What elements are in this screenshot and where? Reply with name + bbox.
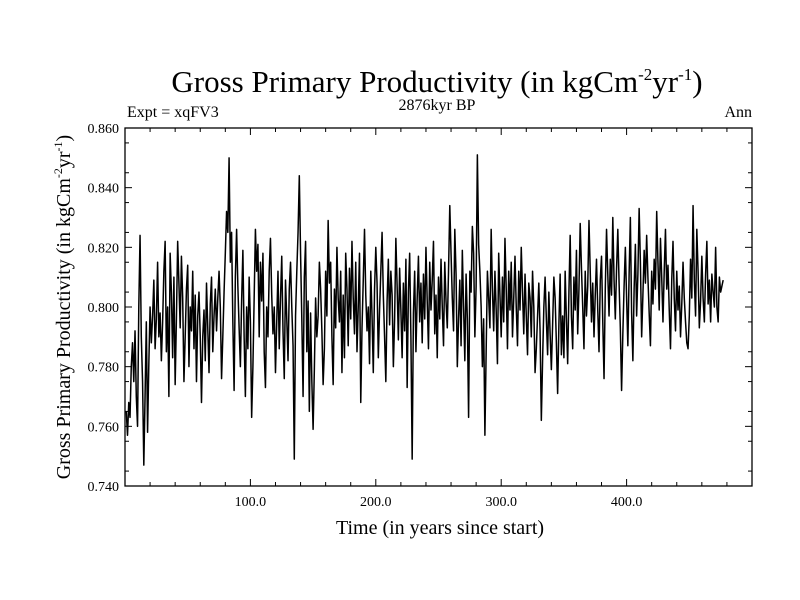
axis-ticks: 0.740 0.760 0.780 0.800 0.820 0.840 0.860 100.0… bbox=[88, 122, 752, 510]
y-axis-label: Gross Primary Productivity (in kgCm-2yr-… bbox=[51, 135, 75, 479]
x-tick-label: 400.0 bbox=[611, 495, 643, 510]
y-tick-label: 0.820 bbox=[88, 241, 120, 256]
x-tick-label: 100.0 bbox=[235, 495, 267, 510]
y-tick-label: 0.840 bbox=[88, 182, 120, 197]
x-tick-label: 200.0 bbox=[360, 495, 392, 510]
y-tick-label: 0.860 bbox=[88, 122, 120, 137]
series-line-gpp bbox=[125, 154, 724, 466]
season-label: Ann bbox=[724, 104, 752, 121]
y-tick-label: 0.780 bbox=[88, 361, 120, 376]
x-tick-label: 300.0 bbox=[485, 495, 517, 510]
y-tick-label: 0.740 bbox=[88, 480, 120, 495]
series-group bbox=[125, 154, 724, 466]
experiment-label: Expt = xqFV3 bbox=[127, 104, 219, 121]
chart-title: Gross Primary Productivity (in kgCm-2yr-… bbox=[171, 64, 702, 99]
y-tick-label: 0.800 bbox=[88, 301, 120, 316]
plot-frame bbox=[124, 127, 753, 487]
chart-subtitle: 2876kyr BP bbox=[399, 97, 476, 114]
y-tick-label: 0.760 bbox=[88, 420, 120, 435]
x-axis-label: Time (in years since start) bbox=[336, 517, 544, 539]
